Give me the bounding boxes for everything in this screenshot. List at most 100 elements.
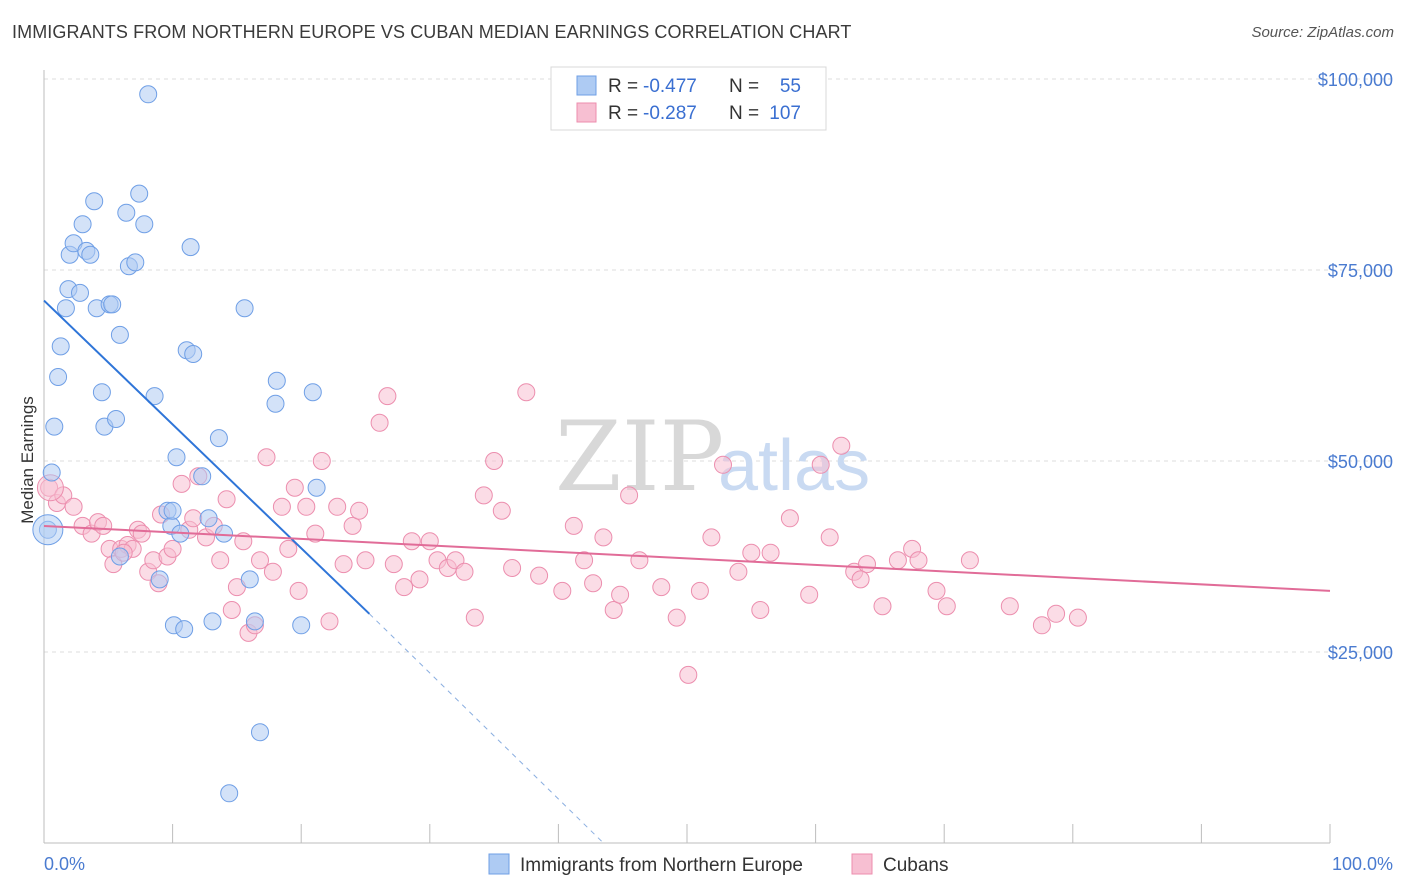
cubans-point [1047,604,1066,623]
cubans-point [370,413,389,432]
cubans-point [402,532,421,551]
legend-r-value-pink: -0.287 [643,103,697,124]
immigrants-points [32,85,326,803]
cubans-point [474,486,493,505]
immigrants-point [240,570,259,589]
watermark-zip: ZIP [555,401,724,513]
immigrants-point [145,387,164,406]
series-legend-label-pink: Cubans [883,855,949,876]
cubans-point [279,539,298,558]
source-label: Source: ZipAtlas.com [1251,24,1394,41]
legend-swatch-blue [576,75,597,96]
immigrants-point [307,478,326,497]
cubans-point [714,455,732,474]
cubans-point [163,539,182,558]
immigrants-point [49,368,68,386]
cubans-point [888,551,907,570]
immigrants-point [150,570,169,589]
cubans-point [729,562,748,581]
y-tick-labels: $25,000 $50,000 $75,000 $100,000 [1318,70,1393,663]
legend-swatch-pink [576,102,597,123]
cubans-point [132,524,151,543]
cubans-point [832,436,851,455]
cubans-point [530,566,549,585]
cubans-point [564,516,583,535]
x-tick-label-max: 100.0% [1332,854,1393,874]
cubans-point [263,562,282,581]
cubans-point [378,387,397,406]
immigrants-point [203,612,222,631]
immigrants-point [163,501,182,520]
immigrants-point [45,417,64,436]
cubans-point [343,516,362,535]
cubans-point [1032,616,1051,635]
cubans-point [492,501,511,520]
legend-n-label-pink: N = [729,103,759,124]
immigrants-point [292,616,311,635]
cubans-point [1000,597,1019,616]
immigrants-point [220,784,239,803]
cubans-point [652,578,671,597]
cubans-point [630,551,649,570]
cubans-point [222,601,241,619]
immigrants-point [245,612,264,631]
legend-r-label-pink: R = [608,103,638,124]
cubans-point [503,559,522,577]
y-axis-label: Median Earnings [18,396,37,524]
y-tick-label: $50,000 [1328,452,1393,472]
immigrants-point [130,184,149,203]
cubans-point [410,570,429,589]
immigrants-point [71,283,89,302]
cubans-point [485,452,504,470]
immigrants-point [184,345,203,363]
immigrants-point [92,383,111,402]
cubans-point [94,516,113,535]
legend-n-label-blue: N = [729,76,759,97]
cubans-point [620,486,639,505]
cubans-point [553,581,572,600]
immigrants-point-large [32,514,64,546]
cubans-point [312,452,331,470]
immigrants-point [51,337,70,356]
immigrants-point [139,85,158,104]
cubans-point [873,597,892,616]
cubans-point [594,528,613,547]
x-tick-label-min: 0.0% [44,854,85,874]
cubans-point [742,543,761,562]
cubans-point [356,551,375,570]
cubans-point [306,524,325,543]
cubans-point [909,551,928,570]
immigrants-point [167,448,186,467]
cubans-point [690,581,709,600]
legend-box [550,66,827,131]
immigrants-point [110,547,129,566]
immigrants-trend-line [43,299,371,615]
series-legend-swatch-pink [851,853,873,875]
immigrants-point [103,295,122,314]
cubans-point [761,543,780,562]
immigrants-point [42,463,61,482]
immigrants-point [110,325,129,344]
immigrants-point [56,299,75,318]
cubans-point [667,608,686,627]
immigrants-point [235,299,254,318]
series-legend-swatch-blue [488,853,510,875]
watermark-atlas: atlas [718,426,870,506]
cubans-point [858,555,876,574]
immigrants-point [107,410,125,428]
cubans-point [272,497,291,516]
grid-lines [44,78,1393,653]
cubans-point [780,509,799,528]
cubans-point [575,551,594,570]
immigrants-trend-extension [369,613,604,844]
y-tick-label: $25,000 [1328,643,1393,663]
cubans-point [584,574,603,593]
cubans-point [851,570,870,589]
immigrants-point [199,509,218,528]
cubans-point [679,665,698,684]
cubans-point [289,581,308,600]
cubans-point [927,581,946,600]
immigrants-point [303,383,322,402]
immigrants-point [209,429,228,448]
cubans-point [217,490,236,509]
